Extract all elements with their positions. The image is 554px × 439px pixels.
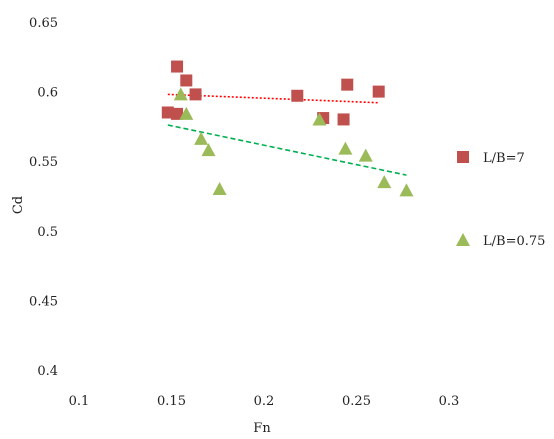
data-point-triangle xyxy=(399,183,414,197)
data-point-square xyxy=(161,106,174,119)
y-axis-ticks: 0.4 0.45 0.5 0.55 0.6 0.65 xyxy=(29,16,58,379)
legend-marker xyxy=(457,151,469,163)
x-tick-label: 0.3 xyxy=(439,394,460,409)
x-axis-ticks: 0.1 0.15 0.2 0.25 0.3 xyxy=(69,394,460,409)
data-point-triangle xyxy=(338,141,353,155)
data-point-square xyxy=(341,78,354,91)
x-tick-label: 0.1 xyxy=(69,394,90,409)
data-point-triangle xyxy=(194,131,209,145)
x-tick-label: 0.15 xyxy=(157,394,186,409)
data-points xyxy=(161,60,414,197)
x-tick-label: 0.2 xyxy=(254,394,275,409)
legend: L/B=7 L/B=0.75 xyxy=(456,151,545,249)
x-axis-label: Fn xyxy=(253,421,271,436)
data-point-square xyxy=(180,74,193,87)
data-point-triangle xyxy=(212,182,227,196)
y-tick-label: 0.65 xyxy=(29,16,58,31)
legend-marker xyxy=(456,233,470,246)
trendline xyxy=(167,93,379,104)
data-point-triangle xyxy=(179,106,194,120)
data-point-square xyxy=(171,107,184,120)
data-point-square xyxy=(291,89,304,102)
y-tick-label: 0.4 xyxy=(37,364,58,379)
y-tick-label: 0.6 xyxy=(37,86,58,101)
data-point-triangle xyxy=(201,143,216,157)
y-tick-label: 0.55 xyxy=(29,155,58,170)
legend-label: L/B=0.75 xyxy=(483,234,545,249)
data-point-triangle xyxy=(312,112,327,126)
data-point-square xyxy=(189,88,202,101)
data-point-triangle xyxy=(358,148,373,162)
y-axis-label: Cd xyxy=(11,196,26,214)
trendline xyxy=(167,124,407,176)
data-point-square xyxy=(171,60,184,73)
trendlines xyxy=(167,93,407,176)
data-point-triangle xyxy=(173,87,188,101)
y-tick-label: 0.45 xyxy=(29,294,58,309)
data-point-square xyxy=(337,113,350,126)
y-tick-label: 0.5 xyxy=(37,225,58,240)
data-point-square xyxy=(372,85,385,98)
legend-label: L/B=7 xyxy=(483,151,525,166)
x-tick-label: 0.25 xyxy=(342,394,371,409)
data-point-triangle xyxy=(377,175,392,189)
